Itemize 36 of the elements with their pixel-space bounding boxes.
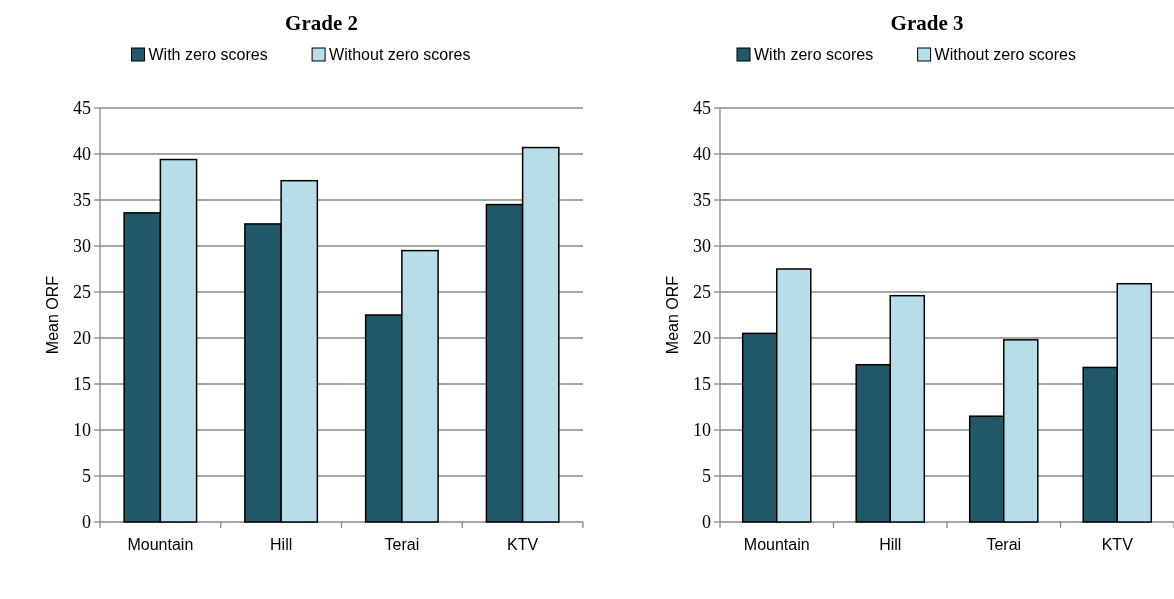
y-tick-label: 0 bbox=[82, 512, 91, 533]
y-tick-label: 5 bbox=[702, 466, 711, 487]
x-tick-label: Mountain bbox=[127, 536, 194, 553]
x-tick-label: Terai bbox=[384, 536, 420, 553]
x-tick-label: Hill bbox=[879, 536, 902, 553]
y-tick-label: 15 bbox=[73, 374, 91, 395]
x-tick-label: Mountain bbox=[743, 536, 810, 553]
y-tick-label: 15 bbox=[693, 374, 711, 395]
y-tick-label: 0 bbox=[702, 512, 711, 533]
x-tick-label: Hill bbox=[270, 536, 293, 553]
y-tick-label: 45 bbox=[693, 98, 711, 119]
y-axis-title: Mean ORF bbox=[44, 275, 61, 355]
y-tick-label: 30 bbox=[693, 236, 711, 257]
y-tick-label: 25 bbox=[693, 282, 711, 303]
y-tick-label: 25 bbox=[73, 282, 91, 303]
y-tick-label: 35 bbox=[73, 190, 91, 211]
y-tick-label: 40 bbox=[693, 144, 711, 165]
y-tick-label: 40 bbox=[73, 144, 91, 165]
chart-title: Grade 3 bbox=[890, 11, 964, 35]
x-tick-label: KTV bbox=[1101, 536, 1134, 553]
y-tick-label: 35 bbox=[693, 190, 711, 211]
chart-title: Grade 2 bbox=[285, 11, 358, 35]
y-tick-label: 20 bbox=[693, 328, 711, 349]
y-tick-label: 10 bbox=[73, 420, 91, 441]
x-tick-label: Terai bbox=[986, 536, 1022, 553]
y-tick-label: 30 bbox=[73, 236, 91, 257]
legend-label: With zero scores bbox=[148, 46, 268, 63]
y-tick-label: 20 bbox=[73, 328, 91, 349]
legend-label: With zero scores bbox=[754, 46, 874, 63]
legend-label: Without zero scores bbox=[329, 46, 471, 63]
y-tick-label: 5 bbox=[82, 466, 91, 487]
y-tick-label: 10 bbox=[693, 420, 711, 441]
y-tick-label: 45 bbox=[73, 98, 91, 119]
legend-label: Without zero scores bbox=[934, 46, 1076, 63]
x-tick-label: KTV bbox=[507, 536, 539, 553]
y-axis-title: Mean ORF bbox=[664, 275, 681, 355]
